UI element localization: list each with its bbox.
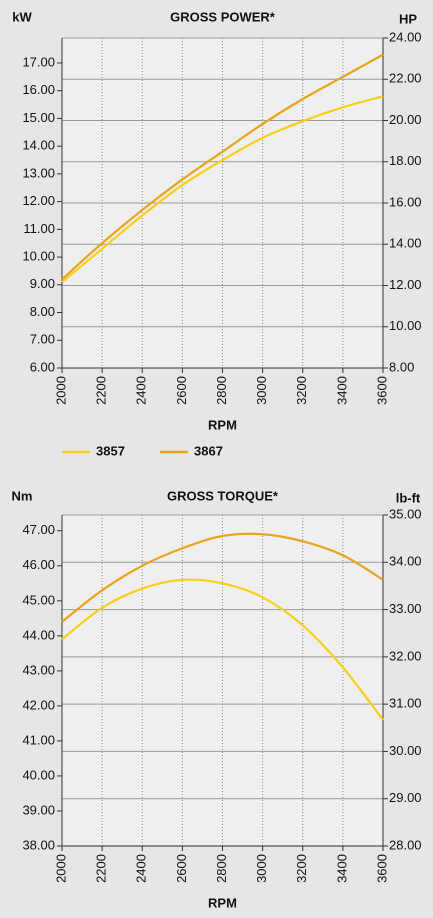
y2-axis-label: lb-ft [396,490,421,505]
y-tick-label: 42.00 [22,697,55,712]
y-tick-label: 14.00 [22,138,55,153]
x-tick-label: 2600 [174,854,189,883]
x-tick-label: 2600 [174,376,189,405]
y-tick-label: 44.00 [22,627,55,642]
legend-label: 3857 [96,443,125,458]
y-tick-label: 13.00 [22,165,55,180]
series-line [61,95,384,283]
y2-tick-label: 10.00 [389,318,422,333]
x-tick-label: 2800 [214,376,229,405]
x-tick-label: 3200 [294,376,309,405]
y2-tick-label: 24.00 [389,29,422,44]
y-tick-label: 45.00 [22,592,55,607]
x-axis-label: RPM [208,417,237,432]
chart-title: GROSS POWER* [170,9,276,24]
y-tick-label: 9.00 [30,276,55,291]
y-tick-label: 17.00 [22,54,55,69]
y-tick-label: 15.00 [22,110,55,125]
y-axis-label: Nm [12,488,33,503]
y-axis-label: kW [12,9,32,24]
y-tick-label: 47.00 [22,522,55,537]
x-tick-label: 3200 [294,854,309,883]
y-tick-label: 46.00 [22,557,55,572]
y2-tick-label: 16.00 [389,194,422,209]
y2-axis-label: HP [399,11,417,26]
y2-tick-label: 30.00 [389,743,422,758]
y2-tick-label: 20.00 [389,112,422,127]
x-tick-label: 2200 [94,854,109,883]
y-tick-label: 7.00 [30,332,55,347]
x-tick-label: 2400 [134,854,149,883]
y2-tick-label: 28.00 [389,837,422,852]
x-tick-label: 2400 [134,376,149,405]
y2-tick-label: 14.00 [389,236,422,251]
x-tick-label: 2800 [214,854,229,883]
series-line [61,53,384,281]
y-tick-label: 38.00 [22,837,55,852]
y-tick-label: 40.00 [22,767,55,782]
y2-tick-label: 12.00 [389,277,422,292]
y2-tick-label: 8.00 [389,359,414,374]
y-tick-label: 41.00 [22,732,55,747]
x-tick-label: 2000 [53,854,68,883]
legend-label: 3867 [194,443,223,458]
x-tick-label: 3400 [334,376,349,405]
y2-tick-label: 22.00 [389,71,422,86]
y-tick-label: 6.00 [30,359,55,374]
y2-tick-label: 34.00 [389,554,422,569]
y2-tick-label: 31.00 [389,696,422,711]
series-line [61,532,384,623]
y2-tick-label: 35.00 [389,506,422,521]
y2-tick-label: 18.00 [389,153,422,168]
x-tick-label: 2000 [53,376,68,405]
chart-title: GROSS TORQUE* [167,488,279,503]
x-tick-label: 3600 [374,854,389,883]
y-tick-label: 10.00 [22,249,55,264]
y-tick-label: 43.00 [22,662,55,677]
y2-tick-label: 33.00 [389,601,422,616]
x-axis-label: RPM [208,895,237,910]
x-tick-label: 3000 [254,376,269,405]
y-tick-label: 16.00 [22,82,55,97]
series-line [61,578,384,721]
y2-tick-label: 32.00 [389,648,422,663]
x-tick-label: 3400 [334,854,349,883]
y-tick-label: 11.00 [23,221,55,236]
x-tick-label: 3600 [374,376,389,405]
y-tick-label: 8.00 [30,304,55,319]
x-tick-label: 2200 [94,376,109,405]
y-tick-label: 12.00 [22,193,55,208]
y-tick-label: 39.00 [22,802,55,817]
x-tick-label: 3000 [254,854,269,883]
y2-tick-label: 29.00 [389,790,422,805]
